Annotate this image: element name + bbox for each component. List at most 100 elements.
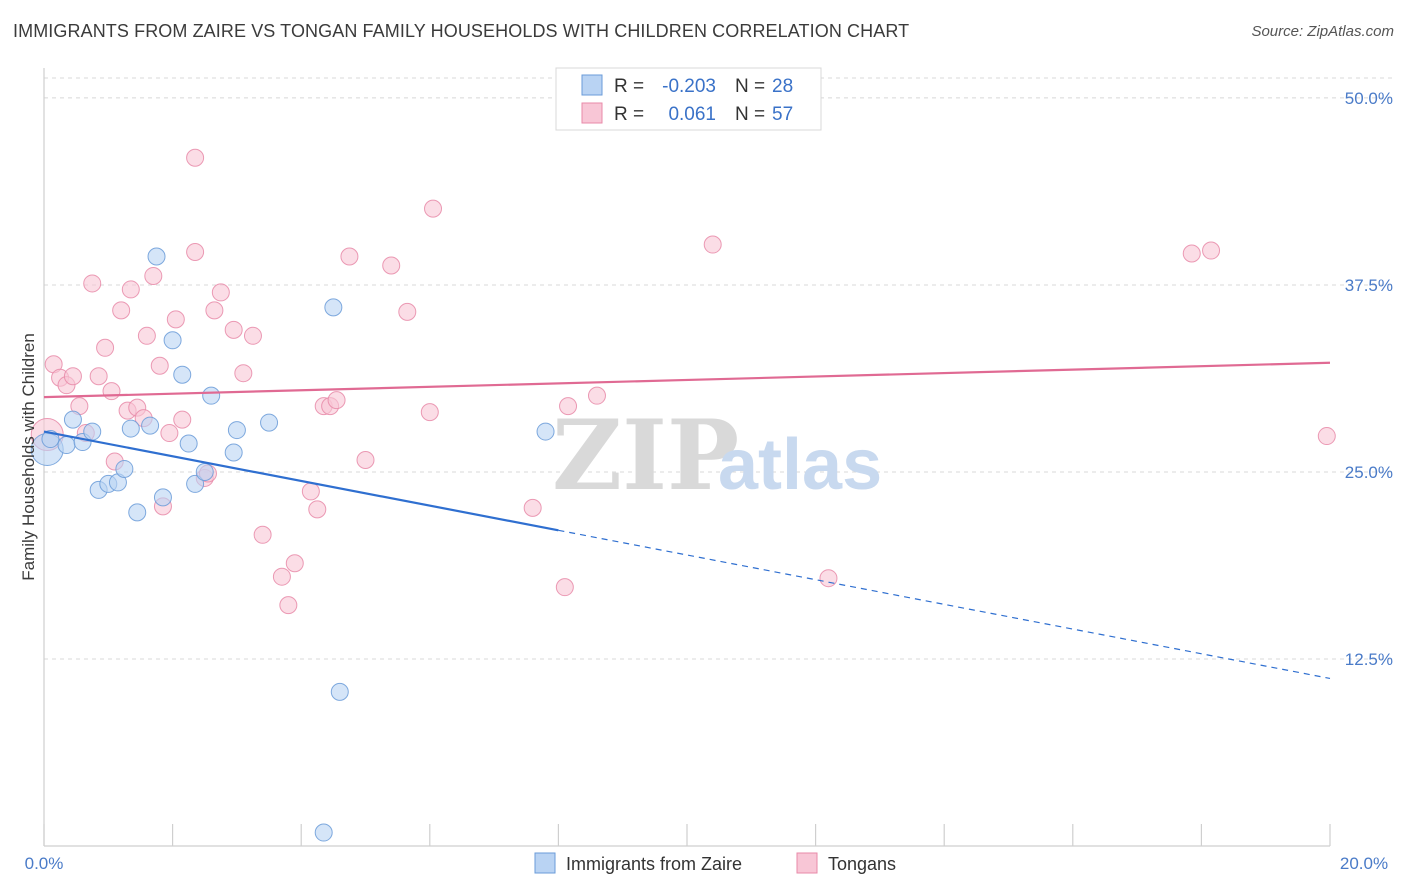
point-tongan-25 <box>186 243 205 262</box>
point-tongan-10 <box>102 382 121 401</box>
legend-label-zaire: Immigrants from Zaire <box>566 854 742 874</box>
x-tick-label-max: 20.0% <box>1340 854 1388 873</box>
stats-box: R = -0.203 N = 28 R = 0.061 N = 57 <box>555 67 822 131</box>
point-tongan-9 <box>96 338 115 357</box>
point-zaire-1 <box>41 430 60 449</box>
y-tick-label-1: 25.0% <box>1345 463 1393 482</box>
point-tongan-45 <box>398 302 417 321</box>
point-tongan-29 <box>211 283 230 302</box>
watermark-zip: ZIP <box>552 399 739 512</box>
point-tongan-50 <box>559 397 578 416</box>
y-axis-label: Family Households with Children <box>19 333 38 581</box>
point-tongan-22 <box>166 310 185 329</box>
point-tongan-7 <box>83 274 102 293</box>
point-tongan-44 <box>382 256 401 275</box>
point-zaire-27 <box>536 422 555 441</box>
point-tongan-31 <box>234 364 253 383</box>
point-tongan-17 <box>137 326 156 345</box>
point-tongan-12 <box>112 301 131 320</box>
point-tongan-54 <box>1182 244 1201 263</box>
point-tongan-47 <box>424 199 443 218</box>
point-zaire-11 <box>128 503 147 522</box>
point-zaire-17 <box>179 434 198 453</box>
point-zaire-24 <box>324 298 343 317</box>
point-tongan-35 <box>279 596 298 615</box>
point-zaire-15 <box>163 331 182 350</box>
trend-tongan <box>43 361 1331 399</box>
y-tick-label-2: 37.5% <box>1345 276 1393 295</box>
point-zaire-22 <box>227 421 246 440</box>
point-tongan-55 <box>1202 241 1221 260</box>
y-tick-label-3: 50.0% <box>1345 89 1393 108</box>
point-tongan-41 <box>327 391 346 410</box>
point-zaire-25 <box>330 682 349 701</box>
source-credit: Source: ZipAtlas.com <box>1251 23 1394 40</box>
point-tongan-18 <box>144 266 163 285</box>
chart-title: IMMIGRANTS FROM ZAIRE VS TONGAN FAMILY H… <box>13 21 910 41</box>
watermark-atlas: atlas <box>718 425 882 505</box>
point-tongan-28 <box>205 301 224 320</box>
point-zaire-20 <box>202 386 221 405</box>
point-tongan-33 <box>253 525 272 544</box>
point-zaire-19 <box>195 462 214 481</box>
stats-n-value-tongan: 57 <box>772 104 793 125</box>
point-zaire-18 <box>186 474 205 493</box>
point-zaire-14 <box>153 488 172 507</box>
stats-r-label-tongan: R = <box>614 104 644 125</box>
point-tongan-38 <box>308 500 327 519</box>
point-tongan-43 <box>356 450 375 469</box>
stats-n-label-zaire: N = <box>735 76 765 97</box>
point-zaire-26 <box>314 823 333 842</box>
point-zaire-10 <box>121 419 140 438</box>
x-tick-label-min: 0.0% <box>25 854 64 873</box>
point-tongan-30 <box>224 320 243 339</box>
point-tongan-51 <box>587 386 606 405</box>
point-tongan-46 <box>420 403 439 422</box>
point-tongan-34 <box>272 567 291 586</box>
point-tongan-49 <box>555 578 574 597</box>
point-tongan-37 <box>301 482 320 501</box>
stats-n-label-tongan: N = <box>735 104 765 125</box>
point-tongan-32 <box>243 326 262 345</box>
point-tongan-42 <box>340 247 359 266</box>
point-tongan-8 <box>89 367 108 386</box>
point-zaire-3 <box>63 410 82 429</box>
legend-label-tongan: Tongans <box>828 854 896 874</box>
point-zaire-9 <box>115 459 134 478</box>
point-tongan-52 <box>703 235 722 254</box>
point-tongan-56 <box>1317 427 1336 446</box>
point-zaire-5 <box>83 422 102 441</box>
trend-zaire-solid <box>43 430 559 532</box>
point-zaire-23 <box>260 413 279 432</box>
legend: Immigrants from Zaire Tongans <box>534 852 896 874</box>
point-tongan-19 <box>150 356 169 375</box>
stats-swatch-zaire <box>581 74 603 96</box>
x-tick-marks <box>43 824 1331 846</box>
point-zaire-21 <box>224 443 243 462</box>
stats-r-value-tongan: 0.061 <box>668 104 716 125</box>
legend-swatch-tongan <box>796 852 818 874</box>
legend-swatch-zaire <box>534 852 556 874</box>
point-tongan-24 <box>186 148 205 167</box>
point-tongan-48 <box>523 498 542 517</box>
trend-zaire-dashed <box>558 529 1331 680</box>
point-tongan-23 <box>173 410 192 429</box>
point-tongan-14 <box>121 280 140 299</box>
point-tongan-53 <box>819 569 838 588</box>
y-tick-label-0: 12.5% <box>1345 650 1393 669</box>
y-tick-labels: 12.5% 25.0% 37.5% 50.0% <box>1345 89 1393 669</box>
point-tongan-4 <box>63 367 82 386</box>
point-zaire-2 <box>57 436 76 455</box>
scatter-points <box>30 148 1336 842</box>
point-tongan-36 <box>285 554 304 573</box>
point-zaire-12 <box>141 416 160 435</box>
stats-r-value-zaire: -0.203 <box>662 76 716 97</box>
stats-swatch-tongan <box>581 102 603 124</box>
point-zaire-16 <box>173 365 192 384</box>
trend-lines <box>43 361 1331 680</box>
point-tongan-21 <box>160 424 179 443</box>
stats-r-label-zaire: R = <box>614 76 644 97</box>
point-zaire-13 <box>147 247 166 266</box>
stats-n-value-zaire: 28 <box>772 76 793 97</box>
